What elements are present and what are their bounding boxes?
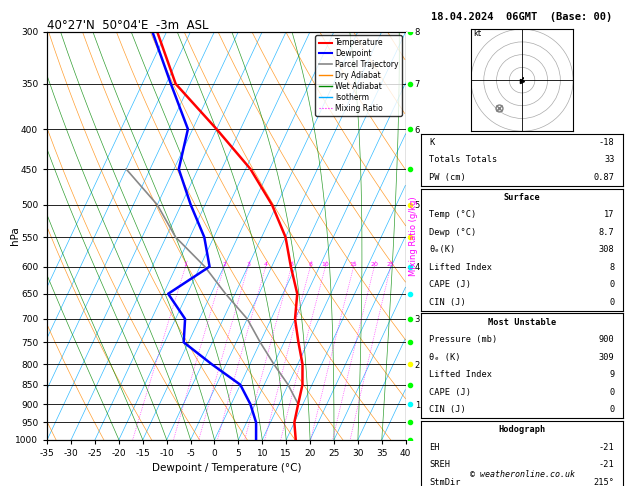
Text: 8: 8 bbox=[610, 263, 615, 272]
Text: 15: 15 bbox=[350, 261, 357, 267]
Text: Pressure (mb): Pressure (mb) bbox=[430, 335, 498, 344]
Text: CAPE (J): CAPE (J) bbox=[430, 280, 472, 289]
Text: Temp (°C): Temp (°C) bbox=[430, 210, 477, 219]
Text: 3: 3 bbox=[246, 261, 250, 267]
Text: 20: 20 bbox=[370, 261, 378, 267]
Legend: Temperature, Dewpoint, Parcel Trajectory, Dry Adiabat, Wet Adiabat, Isotherm, Mi: Temperature, Dewpoint, Parcel Trajectory… bbox=[316, 35, 402, 116]
Text: 8.7: 8.7 bbox=[599, 228, 615, 237]
Text: 40°27'N  50°04'E  -3m  ASL: 40°27'N 50°04'E -3m ASL bbox=[47, 18, 209, 32]
Text: CAPE (J): CAPE (J) bbox=[430, 388, 472, 397]
Text: SREH: SREH bbox=[430, 460, 450, 469]
Text: Most Unstable: Most Unstable bbox=[488, 318, 556, 327]
Text: 2: 2 bbox=[222, 261, 226, 267]
Text: EH: EH bbox=[430, 443, 440, 451]
Text: 9: 9 bbox=[610, 370, 615, 379]
Text: Hodograph: Hodograph bbox=[498, 425, 546, 434]
Text: 0: 0 bbox=[610, 298, 615, 307]
Text: θₑ(K): θₑ(K) bbox=[430, 245, 456, 254]
Text: 309: 309 bbox=[599, 353, 615, 362]
Text: -21: -21 bbox=[599, 443, 615, 451]
Text: -21: -21 bbox=[599, 460, 615, 469]
Text: Mixing Ratio (g/kg): Mixing Ratio (g/kg) bbox=[409, 196, 418, 276]
Text: 0.87: 0.87 bbox=[594, 173, 615, 182]
Text: 0: 0 bbox=[610, 388, 615, 397]
X-axis label: Dewpoint / Temperature (°C): Dewpoint / Temperature (°C) bbox=[152, 464, 301, 473]
Y-axis label: km
ASL: km ASL bbox=[438, 227, 457, 244]
Text: Surface: Surface bbox=[504, 193, 540, 202]
Text: 900: 900 bbox=[599, 335, 615, 344]
Text: © weatheronline.co.uk: © weatheronline.co.uk bbox=[470, 469, 574, 479]
Text: Lifted Index: Lifted Index bbox=[430, 370, 493, 379]
Text: CIN (J): CIN (J) bbox=[430, 405, 466, 414]
Text: 215°: 215° bbox=[594, 478, 615, 486]
Text: -18: -18 bbox=[599, 138, 615, 147]
Text: 17: 17 bbox=[604, 210, 615, 219]
Text: 4: 4 bbox=[264, 261, 268, 267]
Text: kt: kt bbox=[474, 29, 482, 37]
Text: 10: 10 bbox=[321, 261, 329, 267]
Text: 0: 0 bbox=[610, 280, 615, 289]
Text: PW (cm): PW (cm) bbox=[430, 173, 466, 182]
Text: θₑ (K): θₑ (K) bbox=[430, 353, 461, 362]
Text: hPa: hPa bbox=[10, 226, 20, 245]
Text: Lifted Index: Lifted Index bbox=[430, 263, 493, 272]
Text: 308: 308 bbox=[599, 245, 615, 254]
Text: 1: 1 bbox=[184, 261, 187, 267]
Text: StmDir: StmDir bbox=[430, 478, 461, 486]
Text: 25: 25 bbox=[387, 261, 394, 267]
Text: 18.04.2024  06GMT  (Base: 00): 18.04.2024 06GMT (Base: 00) bbox=[431, 12, 613, 22]
Text: K: K bbox=[430, 138, 435, 147]
Text: Dewp (°C): Dewp (°C) bbox=[430, 228, 477, 237]
Text: 0: 0 bbox=[610, 405, 615, 414]
Text: 6: 6 bbox=[289, 261, 293, 267]
Text: 8: 8 bbox=[308, 261, 312, 267]
Text: Totals Totals: Totals Totals bbox=[430, 156, 498, 164]
Text: 33: 33 bbox=[604, 156, 615, 164]
Text: CIN (J): CIN (J) bbox=[430, 298, 466, 307]
